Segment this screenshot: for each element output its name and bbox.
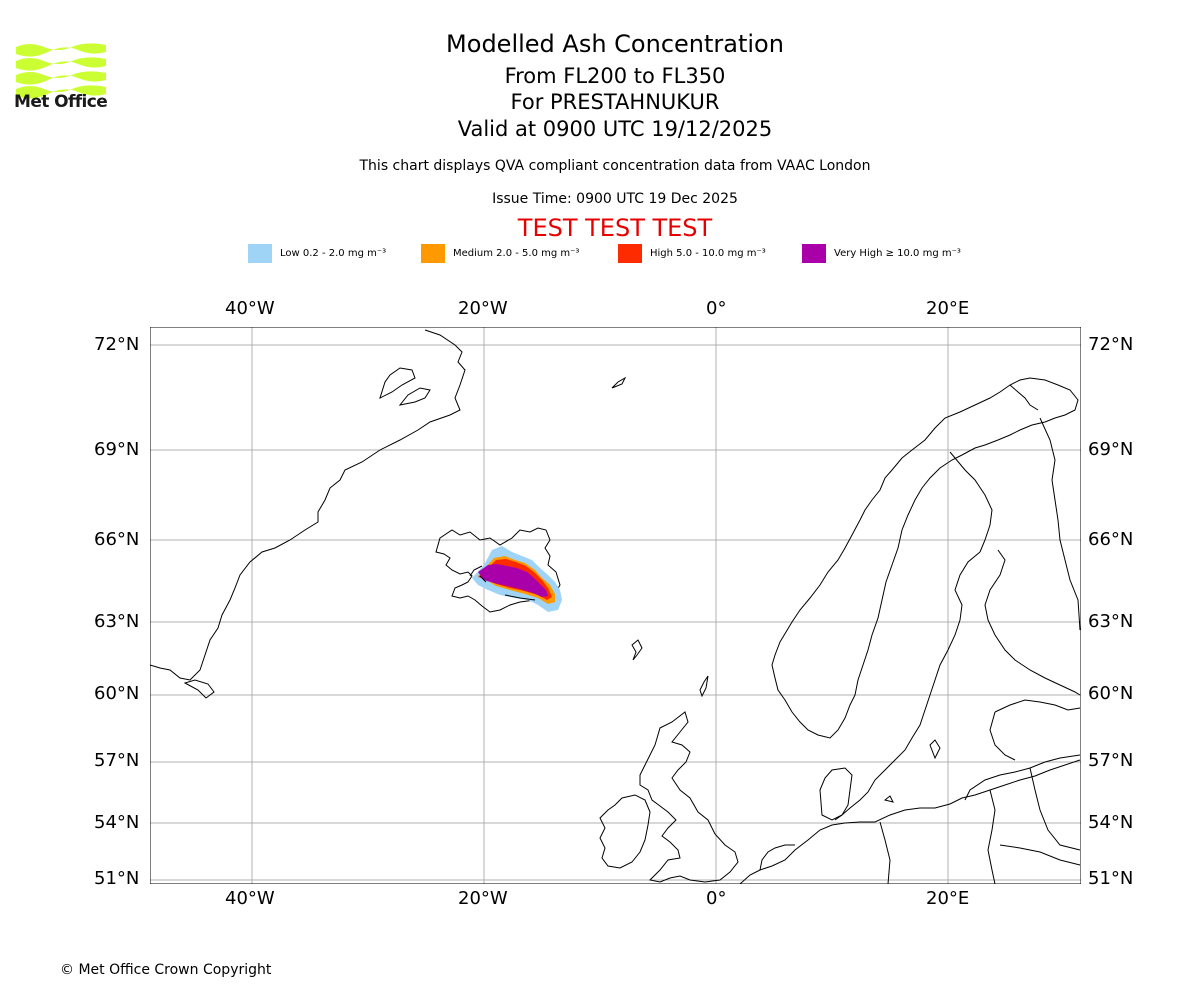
lat-label-left-57: 57°N <box>94 750 140 771</box>
logo-text: Met Office <box>14 92 108 112</box>
valid-time: Valid at 0900 UTC 19/12/2025 <box>457 117 773 141</box>
lon-label-top-0: 0° <box>706 298 727 319</box>
copyright-notice: © Met Office Crown Copyright <box>60 962 272 978</box>
greenland-fjord-1 <box>379 367 416 399</box>
lat-label-left-51: 51°N <box>94 868 140 889</box>
test-banner: TEST TEST TEST <box>517 214 713 242</box>
ash-cloud <box>469 546 562 612</box>
map-background <box>150 327 1081 884</box>
map-canvas <box>150 327 1081 884</box>
low-countries-coast <box>759 844 795 871</box>
greenland-fjord-2 <box>398 387 431 406</box>
legend-swatch-very-high <box>802 244 826 263</box>
sweden-baltic-coast <box>834 551 981 821</box>
great-britain-coast <box>639 711 739 883</box>
met-office-logo-icon <box>16 43 106 99</box>
greenland-island-sw <box>183 679 215 699</box>
legend-item-very-high: Very High ≥ 10.0 mg m⁻³ <box>802 244 961 263</box>
lat-label-left-72: 72°N <box>94 334 140 355</box>
coastlines <box>150 329 1081 884</box>
legend-label-medium: Medium 2.0 - 5.0 mg m⁻³ <box>453 248 580 259</box>
lat-label-right-66: 66°N <box>1088 529 1134 550</box>
greenland-coast <box>150 329 466 681</box>
belarus-border <box>1029 767 1081 851</box>
lat-label-right-63: 63°N <box>1088 611 1134 632</box>
lon-label-bottom-0: 0° <box>706 888 727 909</box>
legend-item-low: Low 0.2 - 2.0 mg m⁻³ <box>248 244 386 263</box>
lat-label-right-69: 69°N <box>1088 439 1134 460</box>
lon-label-bottom-40w: 40°W <box>225 888 275 909</box>
legend-label-low: Low 0.2 - 2.0 mg m⁻³ <box>280 248 387 259</box>
iceland-coast <box>435 527 561 613</box>
iceland-coast-overlay <box>469 565 536 601</box>
scandinavia-coast <box>771 377 1079 739</box>
lat-label-left-63: 63°N <box>94 611 140 632</box>
gotland <box>929 739 941 760</box>
europe-north-coast <box>739 759 1081 884</box>
flight-levels: From FL200 to FL350 <box>504 64 726 88</box>
legend-swatch-high <box>618 244 642 263</box>
chart-title: Modelled Ash Concentration <box>446 30 784 58</box>
legend-label-high: High 5.0 - 10.0 mg m⁻³ <box>650 248 766 259</box>
legend-item-high: High 5.0 - 10.0 mg m⁻³ <box>618 244 766 263</box>
lat-label-left-60: 60°N <box>94 683 140 704</box>
baltic-states-border <box>964 754 1081 801</box>
lat-label-left-69: 69°N <box>94 439 140 460</box>
shetland <box>699 675 709 698</box>
lon-label-top-40w: 40°W <box>225 298 275 319</box>
lat-label-left-54: 54°N <box>94 812 140 833</box>
germany-border <box>987 789 996 884</box>
ash-very-high-area <box>478 564 548 597</box>
lat-label-left-66: 66°N <box>94 529 140 550</box>
jan-mayen <box>611 376 627 389</box>
legend-item-medium: Medium 2.0 - 5.0 mg m⁻³ <box>421 244 579 263</box>
issue-time: Issue Time: 0900 UTC 19 Dec 2025 <box>492 191 738 207</box>
sweden-finland-border <box>949 451 993 553</box>
lon-label-top-20e: 20°E <box>926 298 970 319</box>
ukraine-border <box>999 844 1081 866</box>
lon-label-bottom-20e: 20°E <box>926 888 970 909</box>
lon-label-top-20w: 20°W <box>458 298 508 319</box>
legend-swatch-low <box>248 244 272 263</box>
lat-label-right-54: 54°N <box>1088 812 1134 833</box>
gulf-of-finland <box>989 711 1016 761</box>
estonia-coast <box>994 699 1081 713</box>
legend-label-very-high: Very High ≥ 10.0 mg m⁻³ <box>834 248 961 259</box>
finland-outline <box>1039 417 1081 631</box>
poland-border <box>879 821 891 884</box>
volcano-name: For PRESTAHNUKUR <box>510 90 720 114</box>
lon-label-bottom-20w: 20°W <box>458 888 508 909</box>
chart-description: This chart displays QVA compliant concen… <box>359 158 871 174</box>
lat-label-right-51: 51°N <box>1088 868 1134 889</box>
finland-west-coast <box>984 549 1081 696</box>
norway-north-fjords <box>1009 384 1039 411</box>
denmark-coast <box>819 767 853 821</box>
map-gridlines <box>150 327 1081 884</box>
lat-label-right-72: 72°N <box>1088 334 1134 355</box>
faroe-islands <box>631 639 643 661</box>
ireland-coast <box>599 794 651 869</box>
lat-label-right-57: 57°N <box>1088 750 1134 771</box>
legend-swatch-medium <box>421 244 445 263</box>
bornholm <box>883 795 894 803</box>
lat-label-right-60: 60°N <box>1088 683 1134 704</box>
